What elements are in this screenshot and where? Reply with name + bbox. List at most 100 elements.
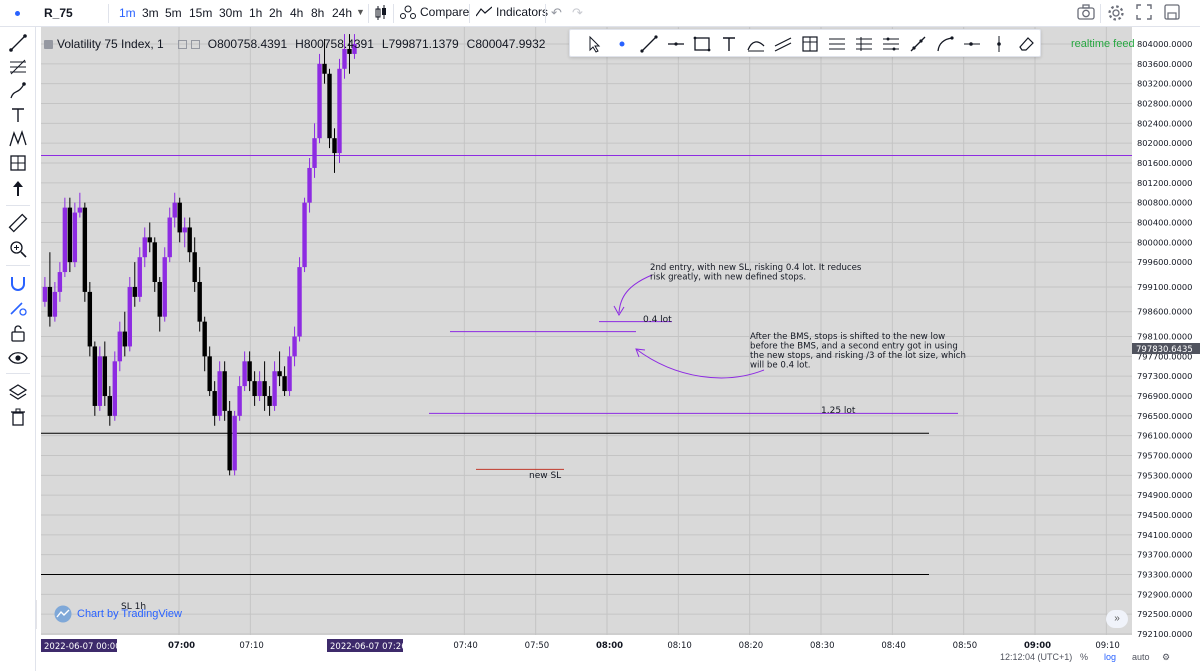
legend-low: L799871.1379 xyxy=(381,37,459,51)
candle-body xyxy=(122,331,127,347)
indicators-button[interactable]: Indicators xyxy=(476,5,548,19)
zoom-in-icon[interactable] xyxy=(8,239,28,259)
fib-retracement-icon[interactable] xyxy=(8,57,28,77)
collapse-legend-icon[interactable] xyxy=(44,39,53,49)
candle-body xyxy=(192,252,197,282)
pattern-icon[interactable] xyxy=(8,129,28,149)
price-axis[interactable]: 804000.0000 803600.0000 803200.0000 802800.… xyxy=(1137,39,1192,639)
rectangle-icon[interactable] xyxy=(692,34,712,54)
interval-1m[interactable]: 1m xyxy=(119,6,136,20)
percent-toggle[interactable]: % xyxy=(1080,652,1089,662)
compare-label: Compare xyxy=(420,5,470,19)
symbol-name[interactable]: R_75 xyxy=(44,6,73,20)
time-marker-left: 2022-06-07 00:00:00 xyxy=(41,639,134,652)
settings-icon[interactable]: ⚙ xyxy=(1162,652,1171,662)
curve-icon[interactable] xyxy=(935,34,955,54)
candle-body xyxy=(157,281,162,317)
candle-body xyxy=(52,291,58,317)
ruler-icon[interactable] xyxy=(8,213,28,233)
stay-in-drawing-mode-icon[interactable] xyxy=(8,297,28,317)
trend-line-icon[interactable] xyxy=(639,34,659,54)
legend-close-icon[interactable] xyxy=(190,39,200,49)
compare-button[interactable]: Compare xyxy=(400,5,469,19)
candle-body xyxy=(152,242,157,282)
arc-icon[interactable] xyxy=(746,34,766,54)
clock: 12:12:04 (UTC+1) xyxy=(1000,652,1073,662)
arrow-up-icon[interactable] xyxy=(8,179,28,199)
interval-4h[interactable]: 4h xyxy=(290,6,304,20)
camera-icon[interactable] xyxy=(1077,4,1097,22)
table-icon[interactable] xyxy=(800,34,820,54)
ray-icon[interactable] xyxy=(908,34,928,54)
trash-icon[interactable] xyxy=(8,407,28,427)
trend-line-icon[interactable] xyxy=(8,33,28,53)
watermark-text: Chart by TradingView xyxy=(77,608,182,620)
chart-background xyxy=(41,27,1167,639)
redo-icon[interactable]: ↷ xyxy=(572,5,583,20)
scroll-to-realtime-button[interactable]: » xyxy=(1106,610,1128,628)
interval-15m[interactable]: 15m xyxy=(189,6,213,20)
auto-toggle[interactable]: auto xyxy=(1132,652,1150,662)
layers-icon[interactable] xyxy=(8,382,28,402)
time-tick-label: 07:00 xyxy=(168,641,195,651)
note-lot-04: 0.4 lot xyxy=(643,315,672,325)
horizontal-ray-icon[interactable] xyxy=(962,34,982,54)
candle-body xyxy=(82,207,88,292)
undo-icon[interactable]: ↶ xyxy=(551,5,562,20)
price-chart[interactable]: 0.4 lot 1.25 lot new SL SL 1h 2nd entry,… xyxy=(36,27,1200,671)
interval-24h[interactable]: 24h xyxy=(332,6,353,20)
tradingview-watermark[interactable]: Chart by TradingView xyxy=(53,605,182,623)
candle-style-icon[interactable] xyxy=(373,4,389,25)
legend-settings-icon[interactable] xyxy=(177,39,187,49)
candle-body xyxy=(242,361,247,387)
candle-body xyxy=(207,356,212,392)
interval-3m[interactable]: 3m xyxy=(142,6,159,20)
eye-icon[interactable] xyxy=(8,348,28,368)
interval-30m[interactable]: 30m xyxy=(219,6,243,20)
magnet-icon[interactable] xyxy=(8,273,28,293)
price-tick-label: 796500.0000 xyxy=(1137,411,1192,421)
candle-body xyxy=(177,202,182,233)
lock-icon[interactable] xyxy=(8,323,28,343)
interval-8h[interactable]: 8h xyxy=(311,6,325,20)
price-tick-label: 797700.0000 xyxy=(1137,351,1192,361)
price-tick-label: 800400.0000 xyxy=(1137,217,1192,227)
horizontal-line-icon[interactable] xyxy=(666,34,686,54)
eraser-icon[interactable] xyxy=(1016,34,1036,54)
time-tick-label: 09:10 xyxy=(1095,641,1120,651)
dot-cursor-icon[interactable] xyxy=(612,34,632,54)
text-tool-icon[interactable] xyxy=(719,34,739,54)
price-tick-label: 802000.0000 xyxy=(1137,138,1192,148)
price-axis-background xyxy=(1132,27,1200,639)
candle-body xyxy=(167,217,172,258)
realtime-feed-label: realtime feed xyxy=(1071,38,1135,50)
note-new-sl: new SL xyxy=(529,471,561,481)
interval-2h[interactable]: 2h xyxy=(269,6,283,20)
note-bms: After the BMS, stops is shifted to the n… xyxy=(750,332,966,371)
fib-time-icon[interactable] xyxy=(854,34,874,54)
vertical-line-icon[interactable] xyxy=(989,34,1009,54)
interval-5m[interactable]: 5m xyxy=(165,6,182,20)
legend: Volatility 75 Index, 1 O800758.4391 H800… xyxy=(44,37,545,51)
fullscreen-icon[interactable] xyxy=(1136,4,1156,22)
chevron-down-icon[interactable]: ▼ xyxy=(356,7,365,17)
projection-icon[interactable] xyxy=(8,153,28,173)
candle-body xyxy=(137,257,142,297)
gear-icon[interactable] xyxy=(1107,4,1127,22)
note-lot-125: 1.25 lot xyxy=(821,406,856,416)
gann-icon[interactable] xyxy=(881,34,901,54)
parallel-channel-icon[interactable] xyxy=(773,34,793,54)
text-tool-icon[interactable] xyxy=(8,105,28,125)
time-axis[interactable]: 07:00 07:10 07:40 07:50 08:00 08:10 08:20 08:30… xyxy=(168,641,1120,651)
candle-body xyxy=(287,356,292,392)
save-image-icon[interactable] xyxy=(1164,4,1184,22)
menu-dot-icon[interactable] xyxy=(15,11,20,16)
lines-icon[interactable] xyxy=(827,34,847,54)
time-axis-background xyxy=(36,635,1200,671)
candle-body xyxy=(267,396,272,406)
note-entry2: 2nd entry, with new SL, risking 0.4 lot.… xyxy=(650,263,862,283)
log-toggle[interactable]: log xyxy=(1104,652,1117,662)
brush-icon[interactable] xyxy=(8,81,28,101)
interval-1h[interactable]: 1h xyxy=(249,6,263,20)
cursor-icon[interactable] xyxy=(584,34,604,54)
